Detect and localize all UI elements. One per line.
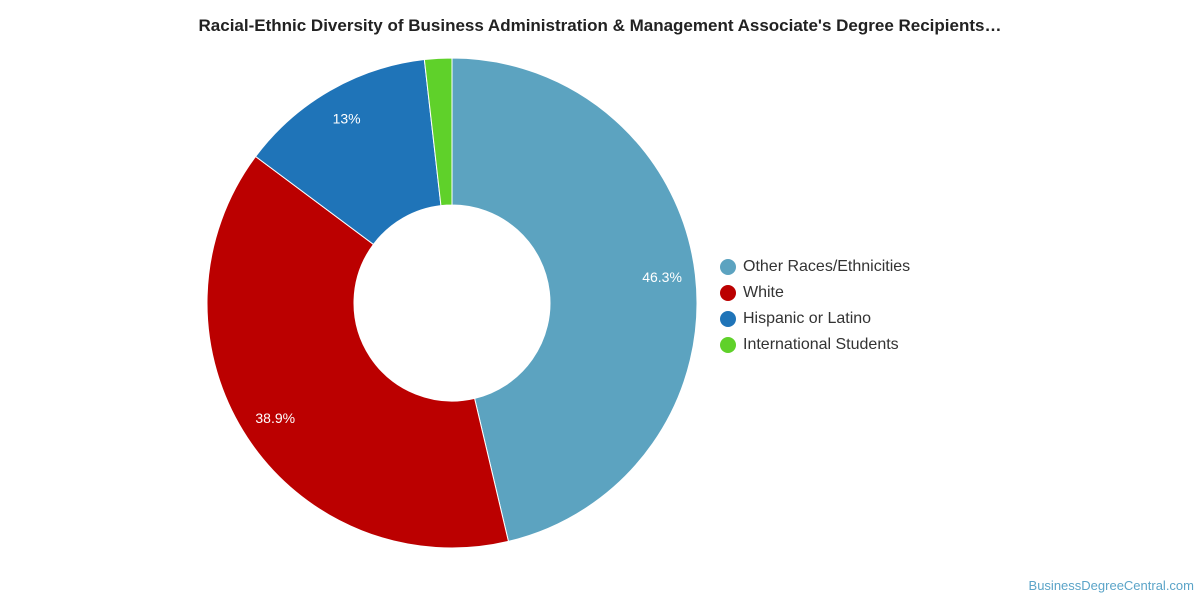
slice-international-students[interactable]: [423, 57, 453, 207]
data-label-white: 38.9%: [255, 410, 295, 426]
legend-label: Other Races/Ethnicities: [743, 258, 911, 275]
legend-item-other-races[interactable]: Other Races/Ethnicities: [720, 254, 910, 280]
legend-swatch: [720, 285, 736, 301]
legend-label: International Students: [743, 336, 899, 353]
legend-item-hispanic-latino[interactable]: Hispanic or Latino: [720, 306, 910, 332]
legend-item-white[interactable]: White: [720, 280, 910, 306]
legend-swatch: [720, 311, 736, 327]
source-credit-link[interactable]: BusinessDegreeCentral.com: [1028, 578, 1194, 593]
chart-title: Racial-Ethnic Diversity of Business Admi…: [198, 16, 1002, 35]
slice-other-races-ethnicities[interactable]: [451, 57, 698, 543]
data-label-hispanic-or-latino: 13%: [333, 110, 361, 126]
slice-white[interactable]: [206, 155, 510, 549]
data-label-other-races-ethnicities: 46.3%: [642, 269, 682, 285]
legend-item-international-students[interactable]: International Students: [720, 332, 910, 358]
legend-label: Hispanic or Latino: [743, 310, 872, 327]
legend-swatch: [720, 259, 736, 275]
legend-label: White: [743, 284, 784, 301]
legend: Other Races/Ethnicities White Hispanic o…: [720, 254, 910, 358]
legend-swatch: [720, 337, 736, 353]
slice-hispanic-or-latino[interactable]: [254, 59, 442, 246]
